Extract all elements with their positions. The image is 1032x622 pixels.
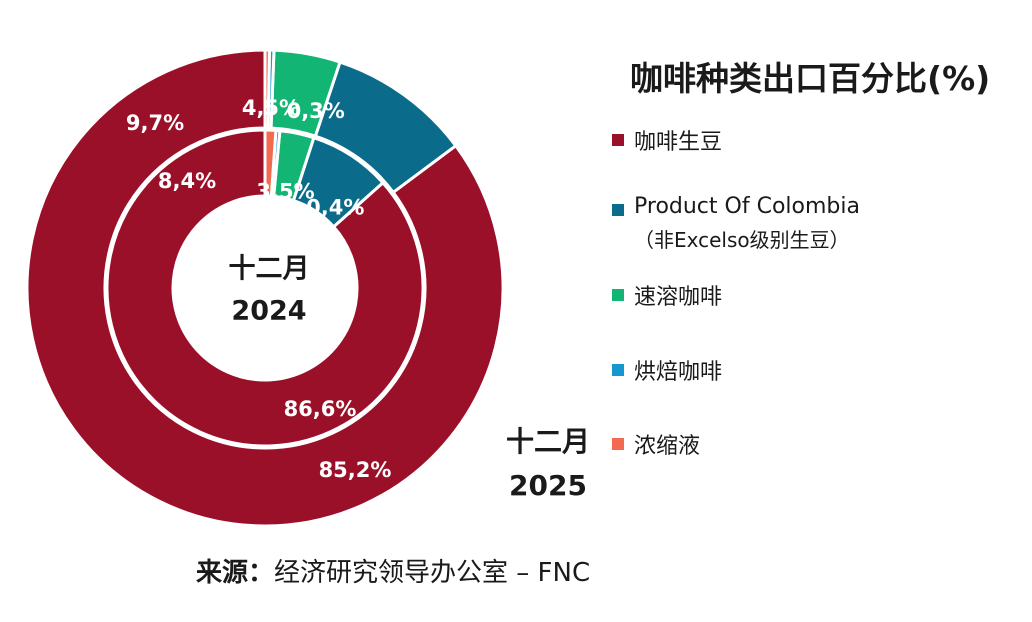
center-title-2024: 十二月 2024 [229,254,310,327]
legend-label: 浓缩液 [634,434,701,459]
legend-swatch-extract [612,438,624,450]
outer-slice-label-instant-coffee: 4,5% [242,96,300,120]
outer-slice-label-roasted-coffee: 0,3% [287,99,345,123]
inner-slice-instant-coffee [272,129,316,203]
outer-slice-product-of-colombia [313,60,458,195]
inner-slice-label-product-of-colombia: 8,4% [158,169,216,193]
outer-ring-2025 [25,48,505,528]
center-title-line-1: 2024 [231,296,306,327]
inner-ring-2024 [105,128,425,448]
legend-title: 咖啡种类出口百分比(%) [630,59,991,98]
outer-slice-extract [263,48,272,130]
inner-slice-green-coffee [105,128,425,448]
outer-title-line-1: 2025 [509,469,587,502]
inner-slice-extract [263,128,278,198]
outer-title-line-0: 十二月 [506,425,590,458]
source-text: 经济研究领导办公室 – FNC [274,558,591,588]
legend-label: 烘焙咖啡 [634,360,723,385]
slice-labels: 85,2% 9,7% 4,5%0,3% 86,6% 8,4% 3,5%0,4% [126,96,392,482]
outer-slice-label-product-of-colombia: 9,7% [126,111,184,135]
legend-swatch-instant-coffee [612,289,624,301]
legend-label: Product Of Colombia [634,194,860,219]
source-prefix: 来源： [196,558,275,588]
inner-slice-product-of-colombia [291,135,385,229]
legend-label: 咖啡生豆 [634,130,723,155]
legend-swatch-product-of-colombia [612,204,624,216]
inner-slice-label-roasted-coffee: 0,4% [306,195,364,219]
inner-slice-label-instant-coffee: 3,5% [256,180,314,204]
outer-slice-green-coffee [25,48,505,528]
outer-slice-label-green-coffee: 85,2% [319,458,392,482]
outer-slice-instant-coffee [269,48,342,139]
legend-swatch-green-coffee [612,134,624,146]
source-note: 来源：经济研究领导办公室 – FNC [196,552,590,589]
center-title-line-0: 十二月 [229,254,310,285]
inner-slice-label-green-coffee: 86,6% [284,397,357,421]
legend-swatch-roasted-coffee [612,364,624,376]
legend-label: 速溶咖啡 [634,285,723,310]
legend-sublabel: （非Excelso级别生豆） [634,228,850,252]
outer-title-2025: 十二月 2025 [506,425,590,502]
